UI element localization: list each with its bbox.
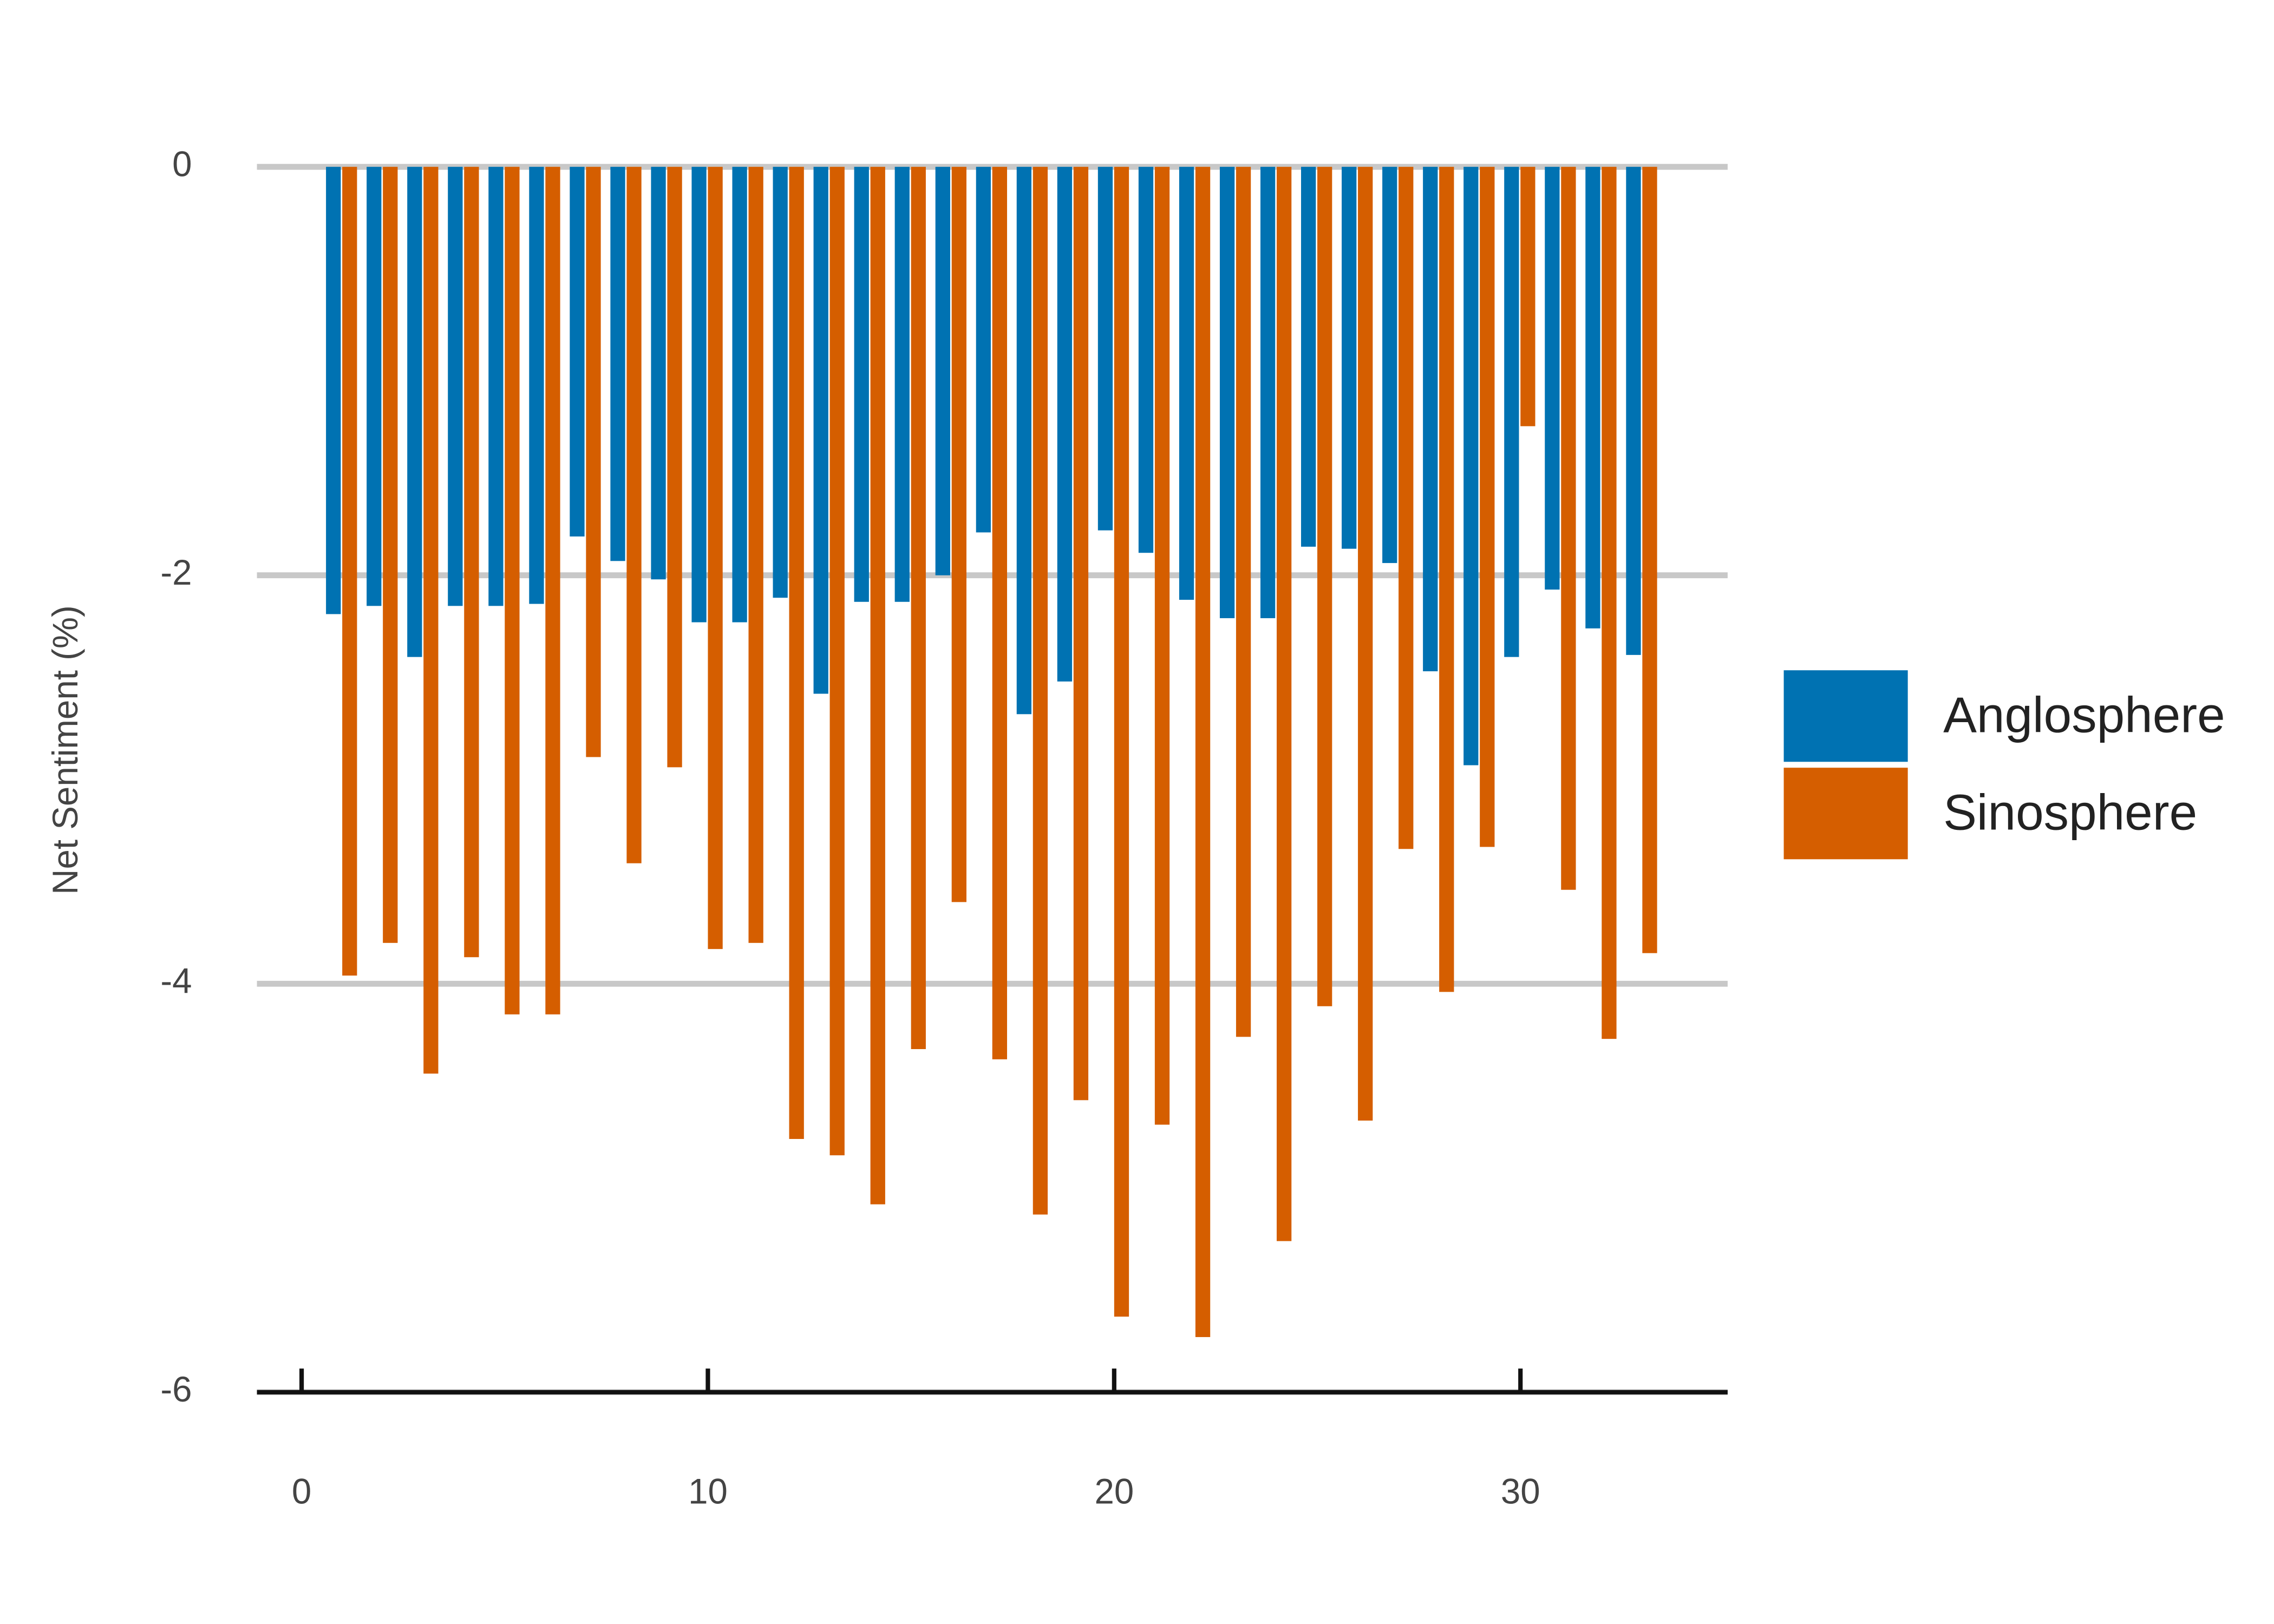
bar bbox=[1585, 167, 1600, 628]
legend-swatch bbox=[1783, 670, 1908, 762]
bar bbox=[894, 167, 910, 602]
bar bbox=[951, 167, 966, 902]
bar bbox=[1236, 167, 1251, 1037]
bar bbox=[407, 167, 422, 657]
bar bbox=[1260, 167, 1276, 618]
bar bbox=[1114, 167, 1129, 1317]
bar bbox=[732, 167, 747, 623]
bar bbox=[854, 167, 869, 602]
bar bbox=[610, 167, 625, 561]
bar bbox=[651, 167, 666, 580]
bar bbox=[1097, 167, 1113, 531]
bar bbox=[1016, 167, 1032, 715]
bar bbox=[1358, 167, 1373, 1121]
x-tick-label: 30 bbox=[1501, 1471, 1540, 1511]
bar bbox=[488, 167, 504, 606]
bar bbox=[1399, 167, 1414, 849]
bar bbox=[1138, 167, 1154, 553]
bar bbox=[1033, 167, 1048, 1215]
bar bbox=[1382, 167, 1397, 564]
bar bbox=[1545, 167, 1560, 590]
bar bbox=[1276, 167, 1292, 1241]
bar bbox=[992, 167, 1008, 1059]
bar bbox=[1219, 167, 1235, 618]
y-tick-label: -4 bbox=[160, 961, 192, 1001]
bar bbox=[1179, 167, 1194, 600]
bar bbox=[1073, 167, 1089, 1101]
bar bbox=[626, 167, 642, 863]
bar bbox=[1463, 167, 1479, 765]
bar bbox=[935, 167, 950, 575]
bar bbox=[505, 167, 520, 1014]
bar bbox=[529, 167, 544, 604]
bar bbox=[1195, 167, 1211, 1337]
y-tick-label: -6 bbox=[160, 1370, 192, 1409]
bar bbox=[789, 167, 804, 1139]
bar bbox=[1317, 167, 1332, 1006]
legend-swatch bbox=[1783, 768, 1908, 860]
bar bbox=[1154, 167, 1170, 1125]
bar bbox=[545, 167, 560, 1014]
bar bbox=[1561, 167, 1576, 890]
bar bbox=[976, 167, 991, 533]
y-tick-label: -2 bbox=[160, 553, 192, 592]
bar bbox=[326, 167, 341, 614]
bar bbox=[870, 167, 885, 1204]
bar bbox=[1342, 167, 1357, 549]
bar bbox=[813, 167, 828, 694]
bar bbox=[708, 167, 723, 949]
y-axis-label: Net Sentiment (%) bbox=[45, 605, 85, 895]
y-tick-label: 0 bbox=[172, 144, 192, 184]
bar bbox=[1423, 167, 1438, 672]
x-tick-label: 0 bbox=[292, 1471, 311, 1511]
bar bbox=[691, 167, 707, 623]
bar bbox=[1057, 167, 1073, 682]
bar bbox=[1439, 167, 1454, 992]
bar bbox=[1626, 167, 1641, 655]
bar bbox=[1642, 167, 1657, 953]
bar bbox=[367, 167, 382, 606]
bar bbox=[1480, 167, 1495, 847]
legend-label: Anglosphere bbox=[1943, 687, 2225, 743]
bar bbox=[1520, 167, 1535, 427]
bar bbox=[383, 167, 398, 943]
bar bbox=[448, 167, 463, 606]
bar bbox=[829, 167, 845, 1156]
x-tick-label: 10 bbox=[688, 1471, 728, 1511]
bar bbox=[667, 167, 682, 768]
bar bbox=[464, 167, 479, 958]
bar bbox=[570, 167, 585, 537]
bar bbox=[1504, 167, 1519, 657]
bar bbox=[342, 167, 357, 976]
x-tick-label: 20 bbox=[1094, 1471, 1134, 1511]
bar bbox=[748, 167, 763, 943]
bar bbox=[1301, 167, 1316, 547]
bar bbox=[911, 167, 926, 1049]
bar bbox=[1602, 167, 1617, 1039]
bar bbox=[773, 167, 788, 598]
legend-label: Sinosphere bbox=[1943, 784, 2197, 841]
bar bbox=[586, 167, 601, 757]
bar bbox=[423, 167, 439, 1074]
